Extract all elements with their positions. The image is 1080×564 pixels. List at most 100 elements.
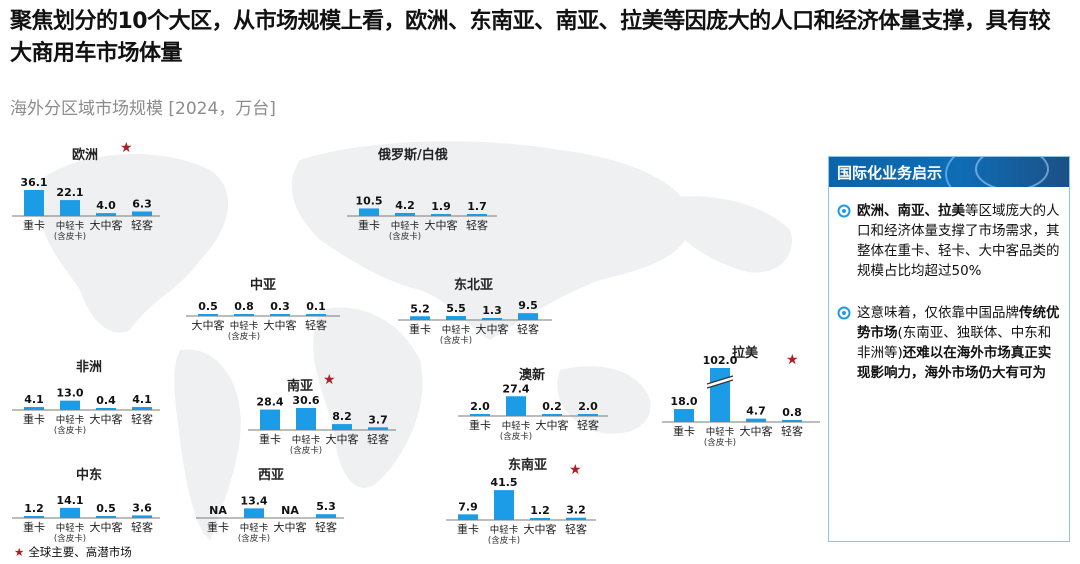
bar — [24, 407, 44, 410]
data-label: 0.5 — [96, 502, 116, 515]
bar — [132, 211, 152, 216]
tick-label: 中轻卡 — [56, 414, 85, 426]
axis-break-icon — [706, 379, 734, 389]
star-icon: ★ — [120, 140, 133, 156]
insight-bold: 欧洲、南亚、拉美 — [857, 203, 965, 219]
tick-label: 中轻卡 — [442, 324, 471, 336]
tick-label: 轻客 — [131, 218, 153, 232]
tick-label: 大中客 — [425, 218, 458, 232]
tick-label: (含皮卡) — [488, 535, 520, 546]
data-label: 1.7 — [467, 200, 487, 213]
chart-west-asia: NA 重卡 13.4 中轻卡(含皮卡) NA 大中客 5.3 轻客 — [196, 494, 344, 544]
data-label: 41.5 — [490, 476, 517, 489]
bar — [96, 516, 116, 518]
page-title: 聚焦划分的10个大区，从市场规模上看，欧洲、东南亚、南亚、拉美等因庞大的人口和经… — [10, 9, 1051, 66]
data-label: 4.7 — [746, 405, 766, 418]
data-label: 2.0 — [578, 400, 598, 413]
bar — [60, 507, 80, 518]
tick-label: 大中客 — [326, 432, 359, 446]
tick-label: 轻客 — [367, 432, 389, 446]
region-label-northeast-asia: 东北亚 — [454, 278, 494, 293]
tick-label: 中轻卡 — [240, 522, 269, 534]
bar — [132, 407, 152, 410]
tick-label: 中轻卡 — [292, 434, 321, 446]
region-label-south-asia: 南亚 — [287, 379, 314, 394]
data-label: 0.8 — [782, 406, 802, 419]
tech-graphic — [945, 157, 1069, 187]
bar — [578, 414, 598, 416]
region-label-central-asia: 中亚 — [250, 278, 277, 293]
tick-label: 大中客 — [90, 412, 123, 426]
bar — [368, 427, 388, 430]
bar — [60, 200, 80, 216]
bullet-icon — [837, 204, 851, 218]
tech-graphic — [975, 157, 1049, 187]
region-label-west-asia: 西亚 — [258, 468, 285, 483]
bar — [234, 314, 254, 316]
bar — [674, 409, 694, 422]
tick-label: 轻客 — [517, 322, 539, 336]
data-label: 1.2 — [24, 502, 44, 515]
bar — [24, 190, 44, 216]
data-label: 0.3 — [270, 300, 290, 313]
tick-label: (含皮卡) — [54, 231, 86, 242]
data-label: 0.5 — [198, 300, 218, 313]
chart-europe: 36.1 重卡 22.1 中轻卡(含皮卡) 4.0 大中客 6.3 轻客 — [12, 176, 160, 242]
bullet-icon — [837, 306, 851, 320]
region-label-russia-belarus: 俄罗斯/白俄 — [378, 148, 448, 163]
tick-label: 重卡 — [23, 520, 45, 534]
data-label: 1.9 — [431, 200, 451, 213]
tick-label: 重卡 — [469, 418, 491, 432]
bar — [198, 314, 218, 316]
bar — [746, 418, 766, 422]
chart-middle-east: 1.2 重卡 14.1 中轻卡(含皮卡) 0.5 大中客 3.6 轻客 — [12, 494, 160, 544]
tick-label: 中轻卡 — [391, 220, 420, 232]
bar — [395, 212, 415, 216]
chart-subtitle: 海外分区域市场规模 [2024，万台] — [10, 99, 276, 119]
data-label: 3.7 — [368, 413, 388, 426]
bar — [710, 368, 730, 422]
data-label: 22.1 — [56, 186, 83, 199]
tick-label: (含皮卡) — [54, 425, 86, 436]
tick-label: 大中客 — [274, 520, 307, 534]
data-label: 3.2 — [566, 504, 586, 517]
bar — [96, 213, 116, 216]
bar — [518, 313, 538, 320]
insight-bold: 传统优势市场 — [857, 305, 1060, 341]
bar — [332, 424, 352, 430]
data-label: 27.4 — [502, 382, 529, 395]
region-label-australia-nz: 澳新 — [519, 368, 546, 383]
tick-label: 轻客 — [315, 520, 337, 534]
data-label: NA — [281, 504, 299, 517]
axis-break-icon — [706, 375, 734, 385]
data-label: 0.4 — [96, 394, 116, 407]
data-label: 4.1 — [132, 393, 152, 406]
chart-africa: 4.1 重卡 13.0 中轻卡(含皮卡) 0.4 大中客 4.1 轻客 — [12, 387, 160, 436]
bar — [470, 414, 490, 416]
region-label-southeast-asia: 东南亚 — [508, 458, 548, 473]
insight-panel: 国际化业务启示 欧洲、南亚、拉美等区域庞大的人口和经济体量支撑了市场需求，其整体… — [828, 156, 1070, 542]
tick-label: 中轻卡 — [706, 426, 735, 438]
tick-label: 大中客 — [524, 522, 557, 536]
world-map-background — [38, 141, 792, 540]
tick-label: (含皮卡) — [54, 533, 86, 544]
star-icon: ★ — [786, 352, 799, 368]
bar — [467, 214, 487, 216]
data-label: 102.0 — [703, 354, 738, 367]
insight-item: 欧洲、南亚、拉美等区域庞大的人口和经济体量支撑了市场需求，其整体在重卡、轻卡、大… — [837, 201, 1063, 281]
data-label: 1.2 — [530, 504, 550, 517]
data-label: 2.0 — [470, 400, 490, 413]
bar — [410, 316, 430, 320]
data-label: 5.2 — [410, 302, 430, 315]
insight-text: (东南亚、独联体、中东和非洲等) — [857, 325, 1052, 361]
chart-russia-belarus: 10.5 重卡 4.2 中轻卡(含皮卡) 1.9 大中客 1.7 轻客 — [347, 194, 497, 242]
data-label: 9.5 — [518, 299, 538, 312]
tick-label: 轻客 — [305, 318, 327, 332]
data-label: 1.3 — [482, 304, 502, 317]
tick-label: 中轻卡 — [230, 320, 259, 332]
data-label: 6.3 — [132, 197, 152, 210]
data-label: 3.6 — [132, 501, 152, 514]
tick-label: 大中客 — [264, 318, 297, 332]
data-label: 0.2 — [542, 400, 562, 413]
panel-header: 国际化业务启示 — [829, 157, 1069, 187]
